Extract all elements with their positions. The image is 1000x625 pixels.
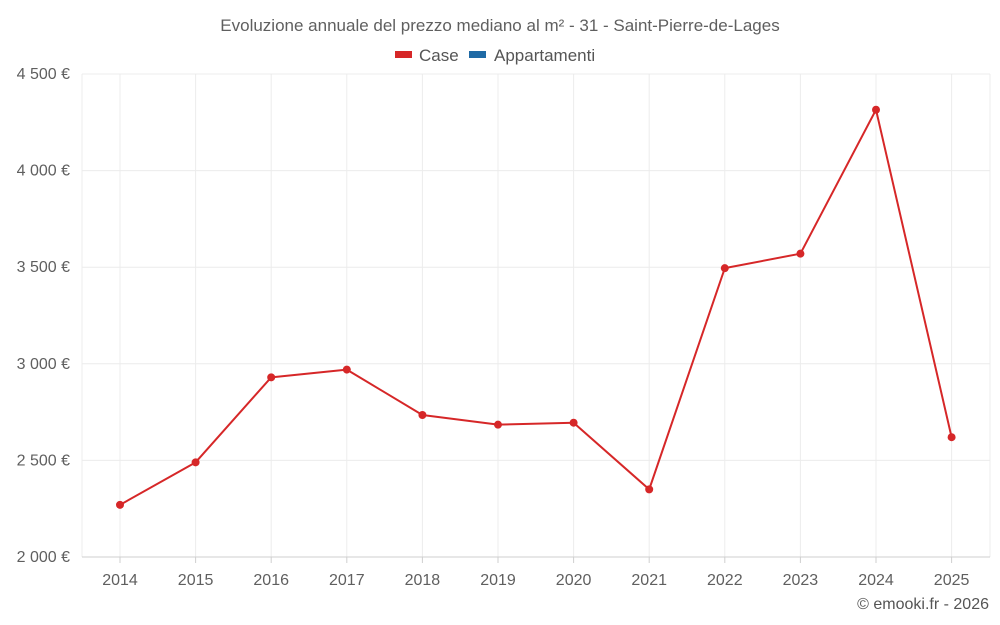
legend-item-appartamenti[interactable]: Appartamenti [469, 46, 595, 65]
x-tick-label: 2022 [707, 572, 743, 589]
x-tick-label: 2015 [178, 572, 214, 589]
chart-title: Evoluzione annuale del prezzo mediano al… [220, 16, 779, 35]
data-point-case[interactable] [418, 410, 427, 419]
x-tick-label: 2014 [102, 572, 138, 589]
legend-item-case[interactable]: Case [395, 46, 459, 65]
axes: 2 000 € 2 500 € 3 000 € 3 500 € 4 000 € 4 500… [17, 66, 990, 589]
data-point-case[interactable] [947, 433, 956, 442]
data-point-case[interactable] [494, 420, 502, 429]
data-point-case[interactable] [569, 418, 578, 427]
x-tick-label: 2023 [783, 572, 819, 589]
x-tick-label: 2024 [858, 572, 894, 589]
y-tick-label: 3 500 € [17, 259, 70, 276]
data-point-case[interactable] [872, 105, 880, 114]
y-tick-label: 2 500 € [17, 452, 70, 469]
y-tick-label: 3 000 € [17, 356, 70, 373]
data-point-case[interactable] [645, 485, 654, 494]
data-point-case[interactable] [116, 500, 124, 509]
x-tick-label: 2016 [253, 572, 289, 589]
data-point-case[interactable] [342, 365, 351, 374]
x-tick-label: 2018 [405, 572, 441, 589]
x-tick-label: 2025 [934, 572, 970, 589]
x-tick-label: 2019 [480, 572, 516, 589]
x-tick-label: 2017 [329, 572, 365, 589]
data-point-case[interactable] [720, 264, 729, 273]
y-tick-label: 4 000 € [17, 163, 70, 180]
y-tick-label: 4 500 € [17, 66, 70, 83]
series-line-case [119, 108, 953, 506]
legend: Case Appartamenti [395, 46, 595, 65]
y-tick-label: 2 000 € [17, 549, 70, 566]
grid [81, 73, 991, 557]
x-tick-label: 2020 [556, 572, 592, 589]
series-case [116, 105, 956, 509]
data-point-case[interactable] [796, 249, 805, 258]
copyright-text: © emooki.fr - 2026 [857, 596, 989, 613]
legend-swatch-case [395, 51, 412, 58]
legend-label-appartamenti: Appartamenti [494, 46, 595, 65]
data-point-case[interactable] [191, 458, 200, 467]
data-point-case[interactable] [267, 373, 276, 382]
legend-label-case: Case [419, 46, 459, 65]
x-tick-label: 2021 [631, 572, 667, 589]
legend-swatch-appartamenti [469, 51, 486, 58]
